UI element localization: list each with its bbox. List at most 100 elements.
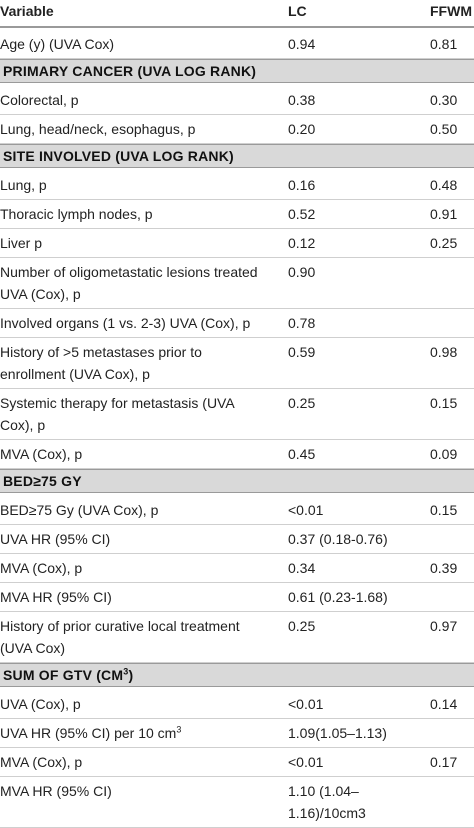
variable-text: Lung, p	[0, 177, 47, 193]
variable-text: Thoracic lymph nodes, p	[0, 206, 153, 222]
variable-cell: MVA (Cox), p	[0, 443, 280, 465]
section-label-text: SITE INVOLVED (UVA LOG RANK)	[3, 148, 234, 164]
table-row: Number of oligometastatic lesions treate…	[0, 258, 474, 309]
variable-cell: Colorectal, p	[0, 89, 280, 111]
table-row: MVA HR (95% CI) 1.10 (1.04– 1.16)/10cm3	[0, 777, 474, 828]
ffwm-cell: 0.15	[430, 502, 458, 518]
variable-text: History of prior curative local treatmen…	[0, 618, 240, 656]
variable-cell: Systemic therapy for metastasis (UVA Cox…	[0, 392, 280, 436]
ffwm-cell: 0.09	[430, 446, 458, 462]
header-variable: Variable	[0, 3, 54, 19]
ffwm-cell: 0.30	[430, 92, 458, 108]
lc-cell: 0.25	[288, 395, 316, 411]
ffwm-cell: 0.48	[430, 177, 458, 193]
ffwm-cell: 0.14	[430, 696, 458, 712]
section-label-text: SUM OF GTV (CM	[3, 667, 124, 683]
table-header: Variable LC FFWM	[0, 0, 474, 28]
variable-text: Lung, head/neck, esophagus, p	[0, 121, 196, 137]
variable-text: MVA HR (95% CI)	[0, 783, 112, 799]
ffwm-cell: 0.39	[430, 560, 458, 576]
variable-text: MVA (Cox), p	[0, 560, 83, 576]
table-row: Systemic therapy for metastasis (UVA Cox…	[0, 389, 474, 440]
variable-text: UVA HR (95% CI) per 10 cm	[0, 725, 177, 741]
section-label-end: )	[128, 667, 134, 683]
ffwm-cell: 0.17	[430, 754, 458, 770]
variable-cell: History of prior curative local treatmen…	[0, 615, 280, 659]
lc-cell: 0.38	[288, 92, 316, 108]
lc-cell: 0.16	[288, 177, 316, 193]
table-row: UVA HR (95% CI) per 10 cm3 1.09(1.05–1.13…	[0, 719, 474, 748]
table-row: Age (y) (UVA Cox) 0.94 0.81	[0, 30, 474, 59]
lc-cell: 0.94	[288, 36, 316, 52]
variable-text: Colorectal, p	[0, 92, 79, 108]
variable-cell: UVA HR (95% CI) per 10 cm3	[0, 722, 280, 744]
table-row: BED≥75 Gy (UVA Cox), p <0.01 0.15	[0, 496, 474, 525]
table-row: Colorectal, p 0.38 0.30	[0, 86, 474, 115]
ffwm-cell: 0.97	[430, 618, 458, 634]
variable-cell: Age (y) (UVA Cox)	[0, 33, 280, 55]
ffwm-cell: 0.15	[430, 395, 458, 411]
variable-cell: Lung, p	[0, 174, 280, 196]
variable-cell: Lung, head/neck, esophagus, p	[0, 118, 280, 140]
section-label: SITE INVOLVED (UVA LOG RANK)	[3, 145, 234, 167]
superscript: 3	[176, 724, 182, 735]
variable-cell: Liver p	[0, 232, 280, 254]
table-row: MVA (Cox), p 0.45 0.09	[0, 440, 474, 469]
ffwm-cell: 0.91	[430, 206, 458, 222]
variable-text: BED≥75 Gy (UVA Cox), p	[0, 502, 159, 518]
ffwm-cell: 0.98	[430, 344, 458, 360]
section-header: SITE INVOLVED (UVA LOG RANK)	[0, 144, 474, 168]
table-row: History of prior curative local treatmen…	[0, 612, 474, 663]
table-row: UVA (Cox), p <0.01 0.14	[0, 690, 474, 719]
table-row: MVA (Cox), p <0.01 0.17	[0, 748, 474, 777]
variable-text: MVA (Cox), p	[0, 754, 83, 770]
ffwm-cell: 0.25	[430, 235, 458, 251]
lc-cell: 0.37 (0.18-0.76)	[288, 531, 388, 547]
variable-text: Involved organs (1 vs. 2-3) UVA (Cox), p	[0, 315, 251, 331]
variable-cell: MVA HR (95% CI)	[0, 586, 280, 608]
header-ffwm: FFWM	[430, 3, 472, 19]
lc-cell: 0.78	[288, 315, 316, 331]
variable-text: Systemic therapy for metastasis (UVA Cox…	[0, 395, 235, 433]
ffwm-cell: 0.50	[430, 121, 458, 137]
lc-cell: 0.45	[288, 446, 316, 462]
lc-cell: 1.10 (1.04– 1.16)/10cm3	[288, 783, 366, 821]
lc-cell: 0.90	[288, 264, 316, 280]
lc-cell: 0.52	[288, 206, 316, 222]
variable-text: MVA HR (95% CI)	[0, 589, 112, 605]
variable-cell: MVA (Cox), p	[0, 751, 280, 773]
lc-cell: 1.09(1.05–1.13)	[288, 725, 387, 741]
variable-cell: Involved organs (1 vs. 2-3) UVA (Cox), p	[0, 312, 280, 334]
table-row: MVA (Cox), p 0.34 0.39	[0, 554, 474, 583]
lc-cell: <0.01	[288, 696, 324, 712]
lc-cell: 0.34	[288, 560, 316, 576]
section-label: SUM OF GTV (CM3)	[3, 664, 133, 686]
variable-cell: BED≥75 Gy (UVA Cox), p	[0, 499, 280, 521]
section-label-text: BED≥75 GY	[3, 473, 82, 489]
table-row: Liver p 0.12 0.25	[0, 229, 474, 258]
section-label: BED≥75 GY	[3, 470, 82, 492]
ffwm-cell: 0.81	[430, 36, 458, 52]
section-label-text: PRIMARY CANCER (UVA LOG RANK)	[3, 63, 257, 79]
section-label: PRIMARY CANCER (UVA LOG RANK)	[3, 60, 256, 82]
lc-cell: 0.25	[288, 618, 316, 634]
section-header: BED≥75 GY	[0, 469, 474, 493]
variable-text: UVA (Cox), p	[0, 696, 81, 712]
variable-text: Liver p	[0, 235, 43, 251]
lc-cell: 0.59	[288, 344, 316, 360]
table-row: UVA HR (95% CI) 0.37 (0.18-0.76)	[0, 525, 474, 554]
lc-cell: <0.01	[288, 754, 324, 770]
table-row: Involved organs (1 vs. 2-3) UVA (Cox), p…	[0, 309, 474, 338]
table-row: Thoracic lymph nodes, p 0.52 0.91	[0, 200, 474, 229]
variable-text: UVA HR (95% CI)	[0, 531, 111, 547]
variable-cell: MVA (Cox), p	[0, 557, 280, 579]
variable-text: Number of oligometastatic lesions treate…	[0, 264, 258, 302]
section-header: PRIMARY CANCER (UVA LOG RANK)	[0, 59, 474, 83]
variable-cell: UVA HR (95% CI)	[0, 528, 280, 550]
variable-cell: Number of oligometastatic lesions treate…	[0, 261, 280, 305]
lc-cell: 0.20	[288, 121, 316, 137]
variable-cell: MVA HR (95% CI)	[0, 780, 280, 802]
variable-cell: UVA (Cox), p	[0, 693, 280, 715]
table-row: History of >5 metastases prior to enroll…	[0, 338, 474, 389]
variable-text: Age (y) (UVA Cox)	[0, 36, 115, 52]
